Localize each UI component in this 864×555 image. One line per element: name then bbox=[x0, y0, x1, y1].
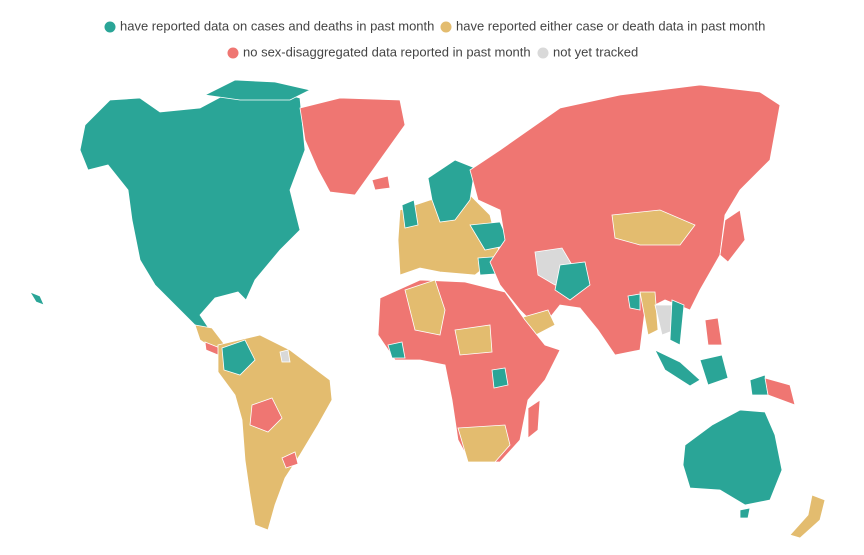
region-new-zealand bbox=[789, 494, 826, 539]
region-australia bbox=[682, 409, 783, 506]
region-mongolia bbox=[611, 209, 696, 246]
legend-label: have reported data on cases and deaths i… bbox=[120, 18, 434, 33]
legend-label: not yet tracked bbox=[553, 44, 638, 59]
region-scandinavia bbox=[427, 159, 476, 223]
region-hawaii bbox=[29, 291, 45, 306]
legend-swatch bbox=[227, 47, 239, 59]
legend-label: no sex-disaggregated data reported in pa… bbox=[243, 44, 531, 59]
region-east-africa bbox=[491, 367, 509, 389]
region-iceland bbox=[371, 175, 391, 191]
region-greenland bbox=[299, 97, 406, 196]
region-tasmania bbox=[739, 507, 751, 519]
region-uruguay bbox=[281, 451, 299, 469]
region-new-guinea-east bbox=[764, 377, 796, 406]
region-arctic-islands bbox=[203, 79, 312, 101]
region-guiana bbox=[279, 349, 291, 363]
region-north-africa bbox=[404, 279, 446, 336]
legend: have reported data on cases and deaths i… bbox=[104, 18, 765, 59]
region-borneo bbox=[699, 354, 729, 386]
region-madagascar bbox=[527, 399, 541, 439]
region-sahel bbox=[454, 324, 493, 356]
countries bbox=[29, 79, 826, 539]
region-japan bbox=[719, 209, 746, 263]
legend-swatch bbox=[440, 21, 452, 33]
region-bolivia bbox=[249, 397, 283, 433]
region-vietnam bbox=[669, 299, 685, 346]
region-myanmar bbox=[639, 291, 659, 336]
region-west-africa bbox=[387, 341, 406, 359]
region-afghanistan bbox=[554, 261, 591, 301]
legend-label: have reported either case or death data … bbox=[456, 18, 765, 33]
region-indonesia-west bbox=[654, 349, 701, 387]
legend-swatch bbox=[537, 47, 549, 59]
region-south-america bbox=[217, 334, 333, 531]
region-bangladesh bbox=[627, 293, 641, 311]
legend-swatch bbox=[104, 21, 116, 33]
region-colombia bbox=[221, 339, 256, 376]
region-uk bbox=[401, 199, 419, 229]
region-north-america bbox=[79, 89, 306, 331]
region-philippines bbox=[704, 317, 723, 346]
region-southern-africa bbox=[457, 424, 511, 463]
